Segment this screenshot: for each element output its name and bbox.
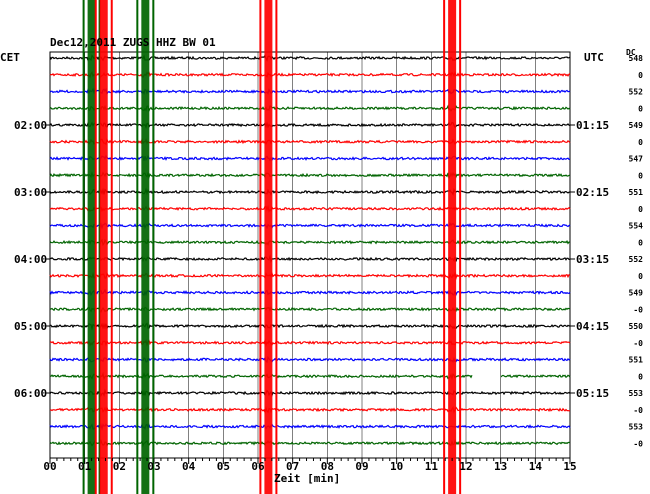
x-tick-label: 11 <box>425 460 439 473</box>
event-band <box>448 0 457 494</box>
dc-offset-value: 549 <box>629 289 644 298</box>
left-hour-label: 04:00 <box>14 253 47 266</box>
seismic-trace <box>49 187 571 196</box>
x-tick-label: 07 <box>286 460 299 473</box>
right-timezone-label: UTC <box>584 51 604 64</box>
right-hour-label: 03:15 <box>576 253 609 266</box>
dc-offset-value: 0 <box>638 372 643 381</box>
seismic-trace <box>49 388 571 398</box>
seismic-trace <box>49 355 571 364</box>
x-tick-label: 08 <box>321 460 334 473</box>
x-tick-label: 10 <box>390 460 403 473</box>
dc-offset-value: -0 <box>633 305 643 314</box>
dc-offset-value: 0 <box>638 171 643 180</box>
left-hour-label: 02:00 <box>14 119 47 132</box>
seismic-trace <box>49 238 571 247</box>
event-band <box>141 0 150 494</box>
dc-offset-value: 547 <box>629 155 644 164</box>
dc-offset-value: 552 <box>629 88 644 97</box>
seismic-trace <box>49 154 570 163</box>
seismic-trace <box>49 306 571 313</box>
dc-offset-value: 553 <box>629 389 644 398</box>
x-tick-label: 00 <box>43 460 56 473</box>
x-tick-label: 12 <box>459 460 472 473</box>
event-band <box>99 0 108 494</box>
seismic-trace <box>49 254 570 264</box>
left-hour-label: 06:00 <box>14 387 47 400</box>
x-tick-label: 05 <box>217 460 230 473</box>
x-tick-label: 04 <box>182 460 196 473</box>
dc-offset-value: 0 <box>638 104 643 113</box>
dc-offset-value: 548 <box>629 54 644 63</box>
right-hour-label: 04:15 <box>576 320 609 333</box>
left-hour-label: 03:00 <box>14 186 47 199</box>
dc-offset-value: -0 <box>633 439 643 448</box>
dc-offset-value: 549 <box>629 121 644 130</box>
seismic-trace <box>49 171 571 180</box>
seismic-trace <box>49 288 571 297</box>
right-hour-label: 05:15 <box>576 387 609 400</box>
dc-offset-value: 554 <box>629 222 644 231</box>
seismic-trace <box>49 438 571 448</box>
seismic-trace <box>49 338 571 348</box>
seismic-trace <box>49 204 571 213</box>
dc-offset-value: 0 <box>638 138 643 147</box>
seismic-trace <box>49 121 571 129</box>
seismic-trace <box>49 371 571 381</box>
seismic-trace <box>49 104 571 113</box>
dc-offset-value: -0 <box>633 406 643 415</box>
dc-offset-value: -0 <box>633 339 643 348</box>
seismic-trace <box>49 271 571 281</box>
seismic-trace <box>49 137 571 146</box>
seismic-trace <box>49 422 571 431</box>
x-tick-label: 01 <box>78 460 92 473</box>
right-hour-label: 01:15 <box>576 119 609 132</box>
dc-offset-value: 552 <box>629 255 644 264</box>
dc-offset-value: 550 <box>629 322 644 331</box>
chart-title: Dec12,2011 ZUGS HHZ BW 01 <box>50 36 216 49</box>
dc-offset-value: 551 <box>629 356 644 365</box>
seismic-trace <box>49 54 571 62</box>
seismic-trace <box>49 322 571 331</box>
dc-offset-value: 551 <box>629 188 644 197</box>
event-band <box>264 0 273 494</box>
seismic-trace <box>49 71 571 79</box>
x-tick-label: 02 <box>113 460 126 473</box>
seismic-trace <box>49 87 571 95</box>
event-band <box>87 0 96 494</box>
dc-offset-value: 0 <box>638 205 643 214</box>
seismic-trace <box>49 405 571 415</box>
x-tick-label: 14 <box>529 460 543 473</box>
x-tick-label: 09 <box>355 460 368 473</box>
right-hour-label: 02:15 <box>576 186 609 199</box>
dc-offset-value: 0 <box>638 272 643 281</box>
dc-offset-value: 0 <box>638 238 643 247</box>
left-hour-label: 05:00 <box>14 320 47 333</box>
x-tick-label: 15 <box>563 460 576 473</box>
dc-offset-value: 0 <box>638 71 643 80</box>
dc-offset-header: DC <box>626 48 636 57</box>
plot-frame <box>49 51 571 459</box>
dc-offset-value: 553 <box>629 423 644 432</box>
seismic-trace <box>49 222 571 230</box>
left-timezone-label: CET <box>0 51 20 64</box>
x-tick-label: 03 <box>147 460 160 473</box>
x-tick-label: 06 <box>251 460 265 473</box>
x-tick-label: 13 <box>494 460 507 473</box>
x-axis-label: Zeit [min] <box>274 472 340 485</box>
